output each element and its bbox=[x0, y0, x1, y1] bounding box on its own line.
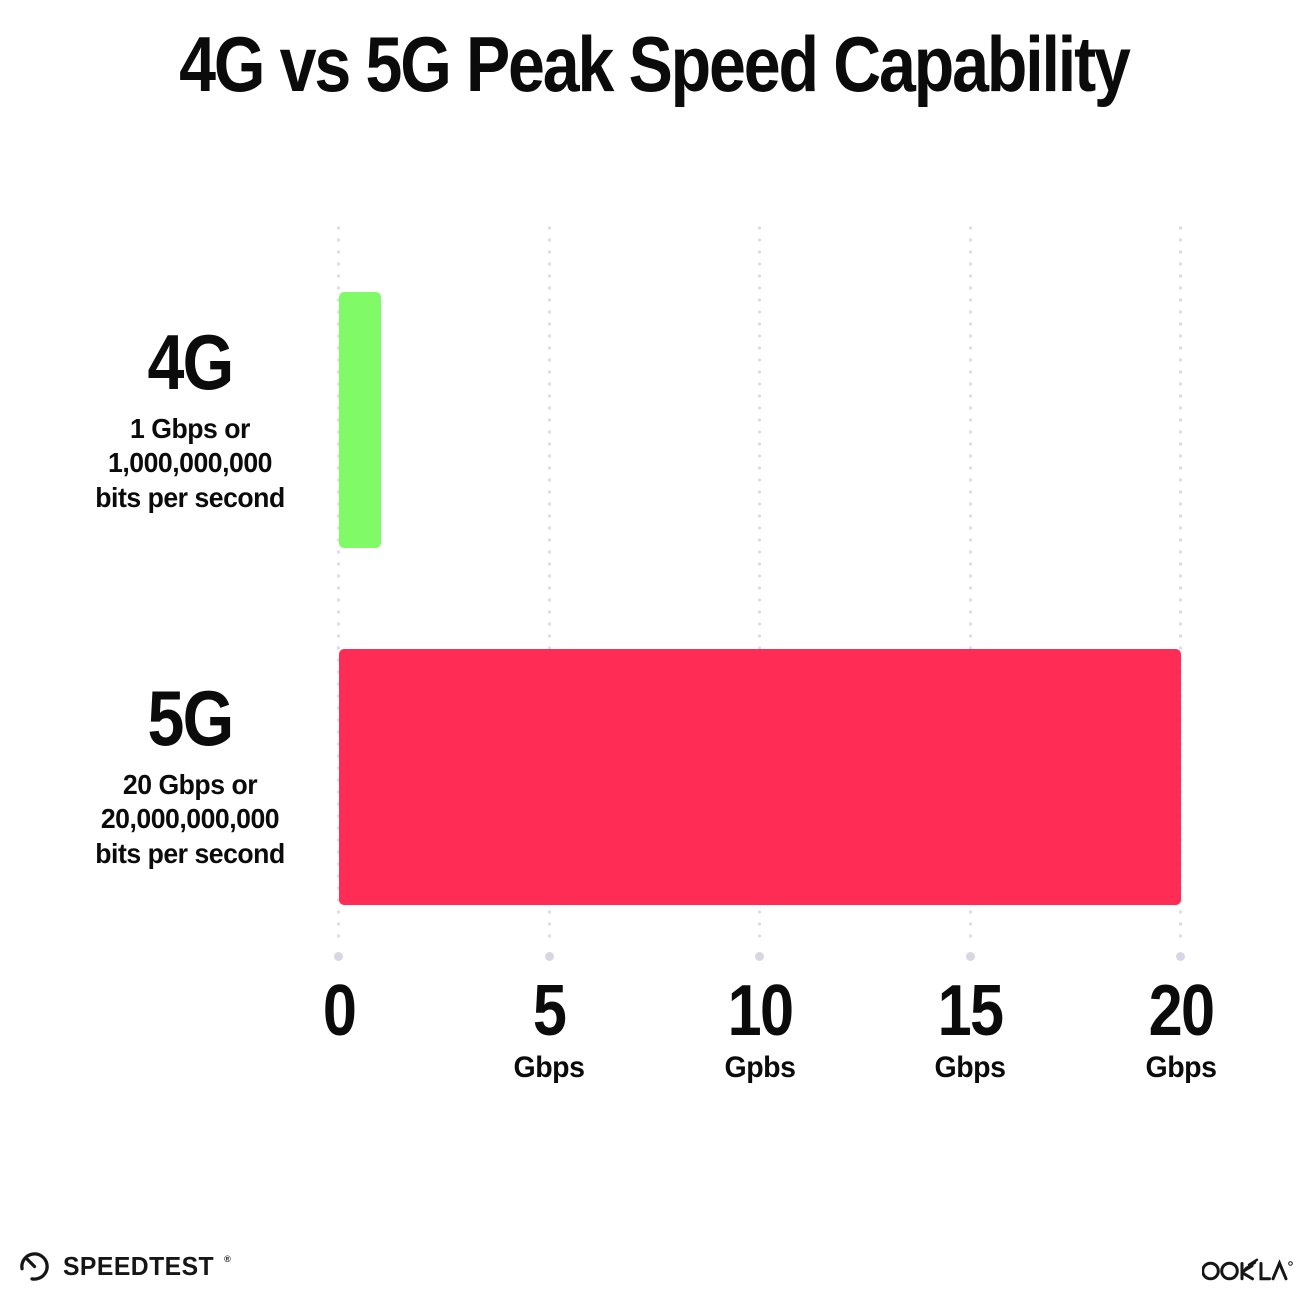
gridline-15 bbox=[968, 222, 972, 945]
speedtest-trademark: ® bbox=[224, 1253, 231, 1264]
x-axis-tick-label: 20 bbox=[1148, 971, 1214, 1051]
x-axis-tick-label: 15 bbox=[937, 971, 1004, 1051]
x-axis-tick-label: 5 bbox=[532, 971, 567, 1051]
category-name: 4G bbox=[147, 318, 234, 406]
gridline-end-dot bbox=[334, 951, 343, 961]
speedtest-logo: SPEEDTEST ® bbox=[18, 1250, 233, 1283]
speedtest-wordmark: SPEEDTEST bbox=[62, 1251, 215, 1281]
category-description-line: 20 Gbps or bbox=[122, 769, 258, 800]
category-description-line: bits per second bbox=[95, 837, 285, 869]
gridline-end-dot bbox=[544, 951, 554, 961]
category-label-5g: 5G 20 Gbps or 20,000,000,000 bits per secon… bbox=[30, 679, 350, 871]
x-axis-unit-label: Gbps bbox=[513, 1051, 585, 1084]
footer: SPEEDTEST ® bbox=[0, 1250, 1308, 1296]
category-description-line: 20,000,000,000 bbox=[100, 803, 280, 835]
bar-4g bbox=[338, 292, 381, 548]
gridline-end-dot bbox=[755, 951, 764, 961]
x-axis-unit-label: Gbps bbox=[934, 1051, 1006, 1084]
category-description: 20 Gbps or 20,000,000,000 bits per second bbox=[38, 768, 342, 871]
x-axis-unit-label: Gpbs bbox=[724, 1051, 795, 1084]
gridline-end-dot bbox=[1176, 951, 1185, 961]
category-description: 1 Gbps or 1,000,000,000 bits per second bbox=[38, 412, 342, 515]
x-axis-tick-label: 0 bbox=[322, 971, 356, 1051]
x-axis-unit-label: Gbps bbox=[1145, 1051, 1216, 1084]
category-label-4g: 4G 1 Gbps or 1,000,000,000 bits per second bbox=[30, 323, 350, 515]
gridline-end-dot bbox=[965, 951, 975, 961]
chart-title: 4G vs 5G Peak Speed Capability bbox=[179, 20, 1131, 108]
category-description-line: bits per second bbox=[95, 481, 285, 513]
x-axis-tick-label: 10 bbox=[727, 971, 793, 1051]
speedtest-gauge-icon bbox=[20, 1252, 49, 1281]
gridline-5 bbox=[547, 222, 551, 945]
ookla-wordmark-icon bbox=[1202, 1258, 1293, 1281]
category-name: 5G bbox=[147, 674, 234, 762]
gridline-10 bbox=[758, 222, 761, 945]
category-description-line: 1,000,000,000 bbox=[108, 447, 272, 479]
gridline-0 bbox=[337, 222, 340, 945]
bar-5g bbox=[338, 649, 1181, 905]
ookla-logo bbox=[1202, 1258, 1294, 1282]
category-description-line: 1 Gbps or bbox=[130, 413, 250, 444]
gridline-20 bbox=[1179, 222, 1182, 945]
